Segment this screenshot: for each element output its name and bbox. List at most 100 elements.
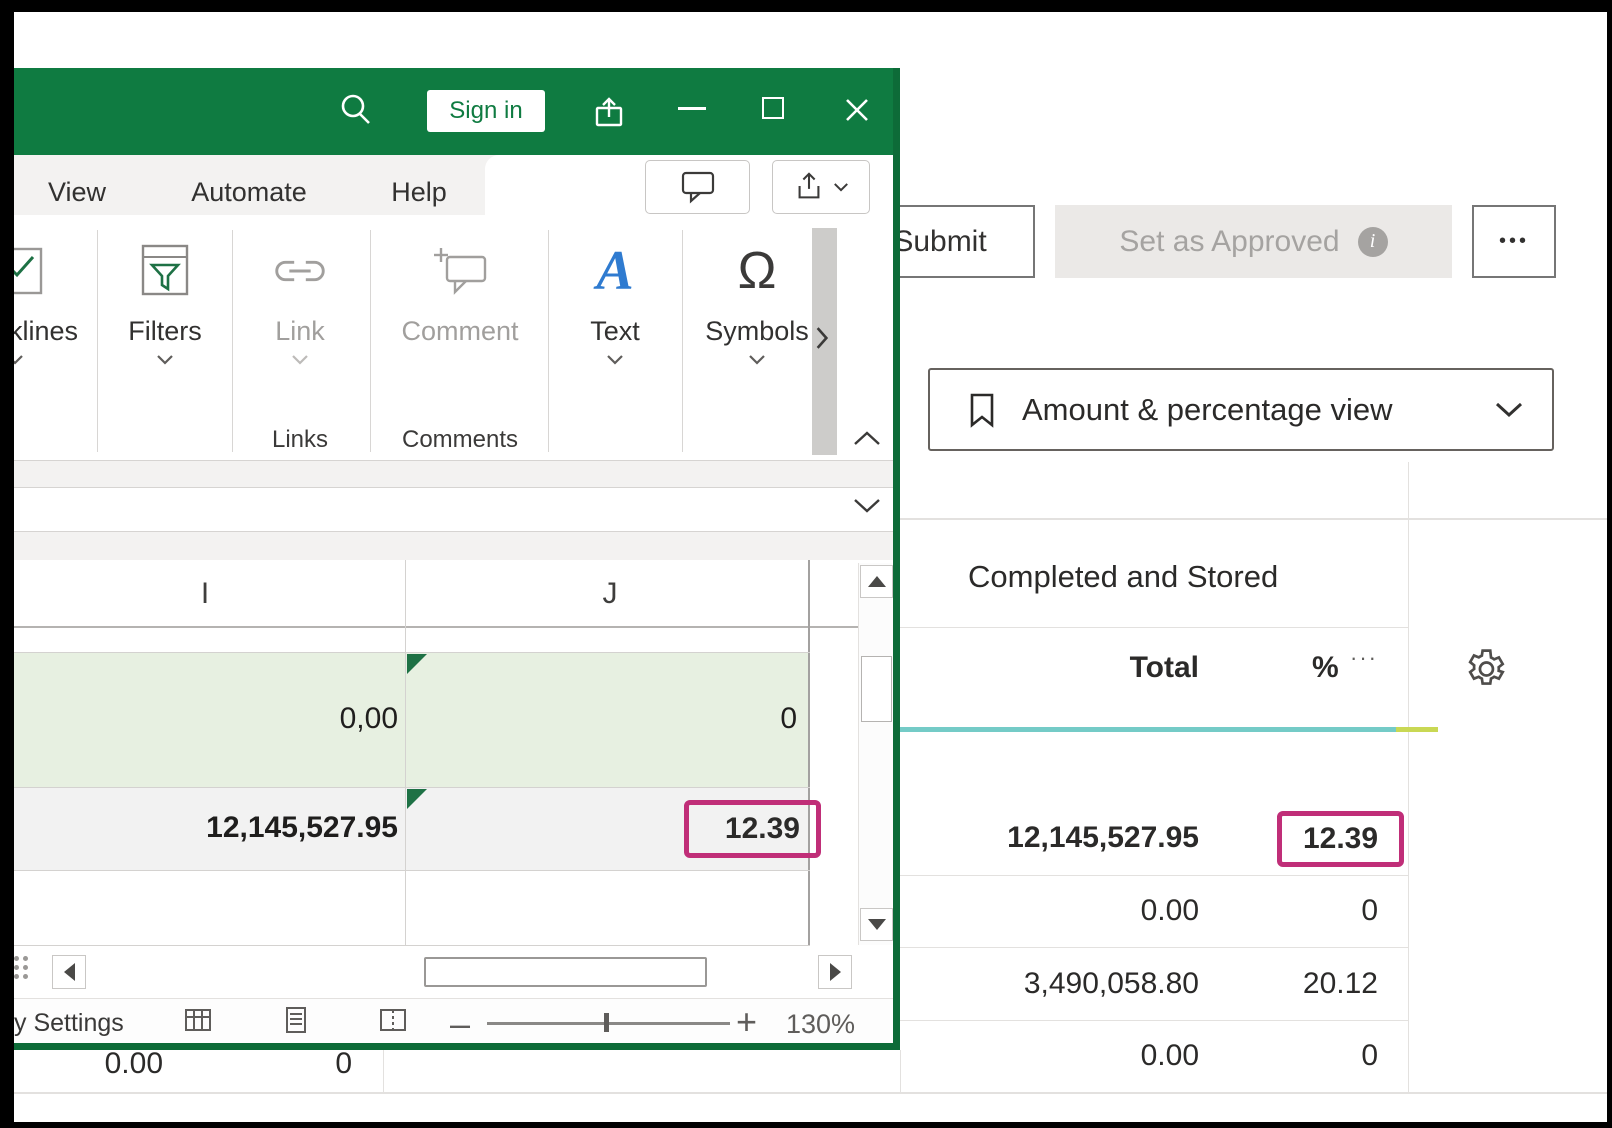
search-button[interactable] — [336, 90, 376, 135]
cell-j-row1[interactable]: 0 — [780, 702, 797, 735]
bookmark-icon — [970, 393, 994, 428]
more-options-button[interactable]: ••• — [1472, 205, 1556, 278]
comments-group-label: Comments — [401, 426, 519, 453]
row-divider — [900, 875, 1408, 876]
cell-j-row2[interactable]: 12.39 — [724, 812, 800, 845]
info-icon[interactable]: i — [1357, 226, 1388, 257]
tab-automate[interactable]: Automate — [169, 174, 329, 210]
column-header-i[interactable]: I — [105, 574, 305, 614]
column-header-total: Total — [1129, 651, 1199, 684]
screenshot-border — [1607, 0, 1612, 1128]
excel-window: Sign in View Automate — [0, 68, 900, 1050]
column-header-j[interactable]: J — [510, 574, 710, 614]
total-value: 3,490,058.80 — [1023, 967, 1199, 1000]
sign-in-button[interactable]: Sign in — [427, 90, 545, 132]
formula-bar-expand-button[interactable] — [852, 497, 882, 519]
gridline — [0, 945, 810, 946]
total-value: 0.00 — [1140, 1039, 1199, 1072]
set-as-approved-label: Set as Approved — [1119, 224, 1340, 258]
screenshot-border — [0, 0, 14, 1128]
horizontal-scroll-thumb[interactable] — [424, 957, 707, 987]
tab-help[interactable]: Help — [369, 174, 469, 210]
scroll-up-button[interactable] — [860, 565, 893, 598]
filters-icon — [141, 244, 189, 296]
filters-label: Filters — [128, 316, 202, 346]
section-title: Completed and Stored — [968, 559, 1279, 594]
search-icon — [341, 94, 370, 124]
cell-i-row1[interactable]: 0,00 — [339, 702, 398, 735]
vertical-scroll-thumb[interactable] — [861, 656, 892, 722]
share-icon — [798, 172, 820, 199]
cell-flag-icon — [407, 789, 427, 809]
link-label: Link — [275, 316, 325, 346]
screenshot-border — [0, 1122, 1612, 1128]
scroll-left-button[interactable] — [52, 955, 86, 989]
row-divider — [900, 1020, 1408, 1021]
zoom-slider-thumb[interactable] — [604, 1013, 609, 1032]
display-settings-button[interactable]: y Settings — [14, 1009, 124, 1037]
view-selector-label: Amount & percentage view — [1022, 391, 1393, 427]
chevron-down-icon — [1495, 402, 1523, 417]
ribbon-button-comment[interactable]: Comment — [395, 228, 525, 348]
ribbon-gap — [0, 462, 893, 487]
settings-gear-button[interactable] — [1462, 646, 1508, 697]
popout-button[interactable] — [590, 94, 628, 137]
normal-view-button[interactable] — [183, 1005, 213, 1040]
cell-i-row2[interactable]: 12,145,527.95 — [206, 811, 398, 844]
column-header-row — [0, 560, 858, 628]
share-button[interactable] — [772, 160, 870, 214]
scroll-down-button[interactable] — [860, 908, 893, 941]
chevron-down-icon — [292, 355, 308, 365]
ribbon-button-link[interactable]: Link — [235, 228, 365, 365]
lime-accent-line — [1396, 727, 1438, 732]
zoom-level[interactable]: 130% — [785, 1009, 855, 1039]
pane-split-handle[interactable] — [14, 956, 28, 979]
percent-value: 12.39 — [1302, 822, 1379, 855]
ribbon-button-filters[interactable]: Filters — [100, 228, 230, 365]
row-divider — [900, 947, 1408, 948]
page-break-view-button[interactable] — [378, 1005, 408, 1040]
window-border — [0, 1043, 900, 1050]
highlight-box: 12.39 — [1277, 811, 1404, 867]
ribbon-flyout-button[interactable] — [814, 326, 830, 355]
table-column-divider — [1408, 462, 1409, 1092]
group-divider — [548, 230, 549, 452]
chevron-down-icon — [607, 355, 623, 365]
group-divider — [682, 230, 683, 452]
formula-bar[interactable] — [0, 487, 893, 532]
triangle-up-icon — [867, 576, 886, 587]
column-header-j-label: J — [602, 577, 618, 610]
column-divider — [900, 1050, 901, 1092]
cell-flag-icon — [407, 654, 427, 674]
table-header-divider — [900, 627, 1408, 628]
gridline — [0, 787, 810, 788]
zoom-out-button[interactable]: – — [450, 1003, 471, 1044]
set-as-approved-button[interactable]: Set as Approved i — [1055, 205, 1452, 278]
percent-value: 20.12 — [1302, 967, 1378, 1000]
page-layout-view-button[interactable] — [281, 1005, 311, 1040]
collapse-ribbon-button[interactable] — [852, 430, 882, 452]
highlight-box: 12.39 — [684, 800, 821, 858]
minimize-button[interactable] — [678, 107, 706, 110]
amount-value: 0.00 — [104, 1047, 163, 1080]
comment-label: Comment — [401, 316, 519, 346]
percent-value: 0 — [1361, 1039, 1378, 1072]
tab-view[interactable]: View — [27, 174, 127, 210]
view-selector-dropdown[interactable]: Amount & percentage view — [928, 368, 1554, 451]
group-divider — [370, 230, 371, 452]
zoom-in-button[interactable]: + — [736, 1001, 758, 1042]
column-more-icon[interactable]: ··· — [1350, 645, 1378, 670]
scroll-right-button[interactable] — [818, 955, 852, 989]
vertical-scrollbar[interactable] — [858, 563, 895, 945]
tab-automate-label: Automate — [191, 176, 307, 207]
close-button[interactable] — [842, 95, 872, 130]
ribbon-button-text[interactable]: A Text — [550, 228, 680, 365]
maximize-button[interactable] — [762, 97, 784, 119]
page-layout-icon — [286, 1007, 306, 1033]
comments-button[interactable] — [645, 160, 750, 214]
percent-value: 0 — [1361, 894, 1378, 927]
submit-label: Submit — [893, 224, 987, 258]
ribbon-button-symbols[interactable]: Ω Symbols — [692, 228, 822, 365]
comment-icon — [681, 171, 714, 204]
links-group-label: Links — [271, 426, 329, 453]
